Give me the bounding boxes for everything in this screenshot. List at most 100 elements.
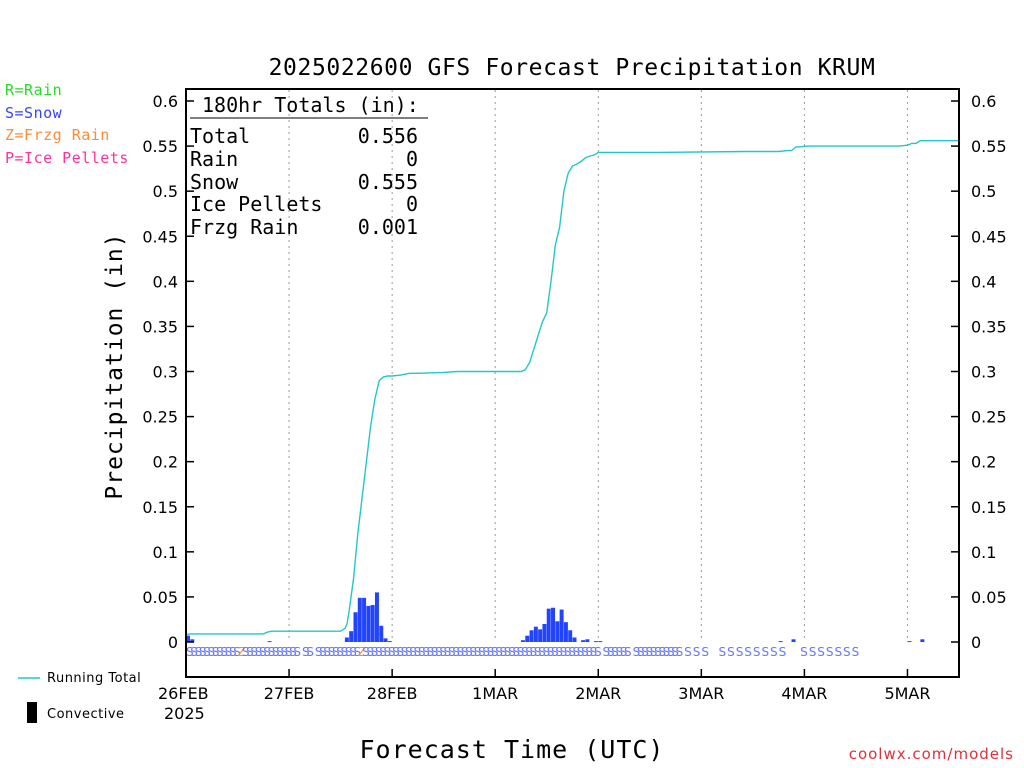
snow-marker: S: [268, 645, 276, 659]
y-tick-label-right: 0.25: [971, 408, 1007, 427]
precip-bar: [538, 629, 543, 642]
snow-marker: S: [646, 645, 654, 659]
y-tick-label-right: 0.15: [971, 498, 1007, 517]
y-tick-label-right: 0.2: [971, 453, 996, 472]
snow-marker: S: [753, 645, 761, 659]
snow-marker: S: [594, 645, 602, 659]
snow-marker: S: [465, 645, 473, 659]
snow-marker: S: [259, 645, 267, 659]
snow-marker: S: [195, 645, 203, 659]
snow-marker: S: [590, 645, 598, 659]
y-axis-label: Precipitation (in): [102, 232, 128, 499]
snow-marker: S: [220, 645, 228, 659]
totals-value-rain: 0: [406, 147, 418, 171]
snow-marker: S: [401, 645, 409, 659]
x-tick-label: 2MAR: [575, 684, 621, 703]
y-tick-label: 0.1: [153, 543, 178, 562]
x-tick-label: 28FEB: [367, 684, 418, 703]
snow-marker: S: [461, 645, 469, 659]
snow-marker: S: [620, 645, 628, 659]
y-tick-label-right: 0.05: [971, 588, 1007, 607]
snow-marker: S: [495, 645, 503, 659]
y-tick-label: 0.6: [153, 92, 178, 111]
x-tick-label: 3MAR: [678, 684, 724, 703]
y-tick-label: 0: [168, 633, 178, 652]
y-tick-label-right: 0.55: [971, 137, 1007, 156]
precip-bar: [559, 609, 564, 642]
snow-marker: S: [341, 645, 349, 659]
snow-marker: S: [551, 645, 559, 659]
snow-marker: S: [457, 645, 465, 659]
precip-bar: [529, 630, 534, 642]
snow-marker: S: [474, 645, 482, 659]
snow-marker: S: [667, 645, 675, 659]
snow-marker: S: [560, 645, 568, 659]
snow-marker: S: [641, 645, 649, 659]
precip-bar: [778, 641, 783, 643]
snow-marker: S: [418, 645, 426, 659]
snow-marker: S: [826, 645, 834, 659]
snow-marker: S: [379, 645, 387, 659]
precip-bar: [267, 641, 272, 643]
snow-marker: S: [216, 645, 224, 659]
snow-marker: S: [302, 645, 310, 659]
totals-value-total: 0.556: [358, 124, 418, 148]
snow-marker: S: [504, 645, 512, 659]
snow-marker: S: [701, 645, 709, 659]
snow-marker: S: [568, 645, 576, 659]
plot-frame: [185, 88, 960, 678]
snow-marker: S: [607, 645, 615, 659]
y-tick-label-right: 0.3: [971, 363, 996, 382]
snow-marker: S: [190, 645, 198, 659]
totals-value-snow: 0.555: [358, 170, 418, 194]
snow-marker: S: [478, 645, 486, 659]
snow-marker: S: [203, 645, 211, 659]
precip-bar: [525, 635, 530, 642]
y-tick-label-right: 0.5: [971, 182, 996, 201]
snow-marker: S: [388, 645, 396, 659]
snow-marker: S: [521, 645, 529, 659]
snow-marker: S: [422, 645, 430, 659]
snow-marker: S: [323, 645, 331, 659]
snow-marker: S: [229, 645, 237, 659]
precip-bar: [374, 592, 379, 642]
legend-snow: S=Snow: [5, 104, 63, 122]
y-tick-label: 0.15: [142, 498, 178, 517]
precip-bars: [186, 592, 925, 643]
x-tick-label: 5MAR: [884, 684, 930, 703]
x-tick-label: 4MAR: [781, 684, 827, 703]
frzg-rain-marker: Z: [358, 645, 366, 659]
snow-marker: S: [469, 645, 477, 659]
snow-marker: S: [280, 645, 288, 659]
snow-marker: S: [207, 645, 215, 659]
y-tick-label: 0.45: [142, 227, 178, 246]
precip-bar: [533, 626, 538, 642]
y-tick-label: 0.4: [153, 272, 178, 291]
precip-bar: [357, 597, 362, 642]
running-total-line: [185, 140, 959, 636]
snow-marker: S: [538, 645, 546, 659]
x-tick-label: 27FEB: [264, 684, 315, 703]
snow-marker: S: [246, 645, 254, 659]
snow-marker: S: [581, 645, 589, 659]
snow-marker: S: [431, 645, 439, 659]
x-axis-label: Forecast Time (UTC): [360, 735, 665, 764]
precip-bar: [546, 608, 551, 642]
y-tick-label-right: 0.4: [971, 272, 996, 291]
snow-marker: S: [362, 645, 370, 659]
snow-marker: S: [525, 645, 533, 659]
snow-marker: S: [250, 645, 258, 659]
precip-bar: [593, 641, 598, 643]
snow-marker: S: [409, 645, 417, 659]
y-tick-label-right: 0.6: [971, 92, 996, 111]
chart-title: 2025022600 GFS Forecast Precipitation KR…: [269, 55, 876, 81]
snow-marker: S: [276, 645, 284, 659]
y-tick-label-right: 0: [971, 633, 981, 652]
snow-marker: S: [633, 645, 641, 659]
snow-marker: S: [272, 645, 280, 659]
snow-marker: S: [392, 645, 400, 659]
snow-marker: S: [366, 645, 374, 659]
precip-bar: [383, 638, 388, 642]
